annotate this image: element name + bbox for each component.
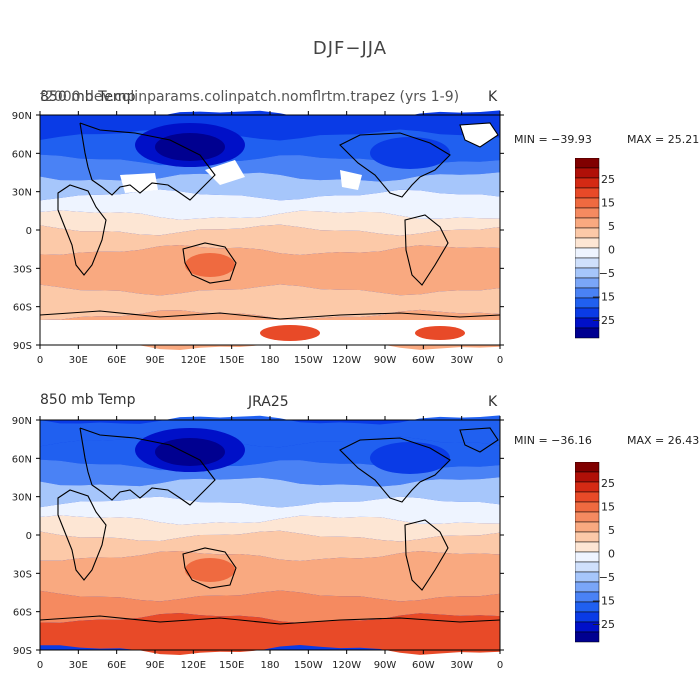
lat-label: 60N: [12, 149, 32, 160]
colorbar-swatch: [575, 177, 600, 189]
colorbar-label: −25: [592, 618, 615, 631]
colorbar: 25 15 5 0 −5 −15 −25: [575, 462, 615, 643]
colorbar-swatch: [575, 551, 600, 563]
colorbar-label: 5: [608, 220, 615, 233]
lat-label: 90N: [12, 111, 32, 122]
map-panel-top: 850 mb Temp f2000.dev.colinparams.colinp…: [0, 85, 700, 385]
panel-left-title: 850 mb Temp: [40, 392, 136, 408]
lat-label: 90S: [13, 646, 32, 657]
lat-label: 0: [26, 226, 32, 237]
colorbar-swatch: [575, 631, 600, 643]
lon-label: 30E: [69, 355, 88, 366]
lon-label: 90W: [374, 355, 397, 366]
lat-label: 30S: [13, 264, 32, 275]
lon-label: 120W: [332, 355, 361, 366]
colorbar-swatch: [575, 531, 600, 543]
lon-label: 60W: [412, 355, 435, 366]
colorbar-label: −15: [592, 595, 615, 608]
colorbar-label: 5: [608, 524, 615, 537]
map-panel-bottom: 850 mb Temp JRA25 K 90N 60N 30N 0 30S 60S 90S 0…: [0, 390, 700, 690]
colorbar-label: −15: [592, 291, 615, 304]
min-label: MIN = −36.16: [514, 434, 592, 447]
lon-label: 150E: [219, 660, 244, 671]
panel-left-title-overlay: f2000.dev.colinparams.colinpatch.nomflrt…: [40, 89, 460, 105]
colorbar-swatch: [575, 277, 600, 289]
lon-label: 180: [260, 660, 279, 671]
lon-label: 150E: [219, 355, 244, 366]
lon-label: 0: [497, 660, 503, 671]
colorbar-swatch: [575, 158, 600, 169]
lon-label: 0: [497, 355, 503, 366]
lon-label: 150W: [294, 355, 323, 366]
lat-label: 60S: [13, 303, 32, 314]
lon-label: 90E: [145, 660, 164, 671]
colorbar-swatch: [575, 481, 600, 493]
figure-title: DJF−JJA: [312, 38, 388, 59]
colorbar-label: 15: [601, 197, 615, 210]
lat-label: 90S: [13, 341, 32, 352]
panel-units: K: [488, 89, 498, 105]
colorbar-swatch: [575, 267, 600, 279]
colorbar-swatch: [575, 327, 600, 339]
colorbar-swatch: [575, 207, 600, 219]
colorbar-swatch: [575, 491, 600, 503]
lat-label: 30S: [13, 569, 32, 580]
lon-label: 30W: [450, 660, 473, 671]
temperature-map: 90N 60N 30N 0 30S 60S 90S 0 30E 60E 90E 120E 150E 180…: [12, 110, 504, 366]
colorbar-swatch: [575, 561, 600, 573]
lon-label: 30W: [450, 355, 473, 366]
colorbar-swatch: [575, 227, 600, 239]
colorbar-swatch: [575, 257, 600, 269]
panel-units: K: [488, 394, 498, 410]
lat-label: 60N: [12, 454, 32, 465]
colorbar-swatch: [575, 571, 600, 583]
lon-label: 60W: [412, 660, 435, 671]
colorbar-label: 25: [601, 173, 615, 186]
panel-left-title: 850 mb Temp: [40, 89, 136, 105]
lon-label: 0: [37, 355, 43, 366]
colorbar: 25 15 5 0 −5 −15 −25: [575, 158, 615, 339]
colorbar-swatch: [575, 217, 600, 229]
lon-label: 90W: [374, 660, 397, 671]
lon-label: 120E: [181, 355, 206, 366]
colorbar-label: 15: [601, 501, 615, 514]
lat-label: 60S: [13, 608, 32, 619]
lat-label: 0: [26, 531, 32, 542]
colorbar-swatch: [575, 247, 600, 259]
colorbar-label: −5: [599, 267, 615, 280]
colorbar-label: −5: [599, 571, 615, 584]
panel-center-title: JRA25: [248, 394, 289, 410]
colorbar-swatch: [575, 237, 600, 249]
lon-label: 120W: [332, 660, 361, 671]
max-label: MAX = 26.43: [627, 434, 700, 447]
colorbar-label: 0: [608, 548, 615, 561]
colorbar-swatch: [575, 511, 600, 523]
colorbar-swatch: [575, 471, 600, 483]
colorbar-swatch: [575, 541, 600, 553]
lon-label: 180: [260, 355, 279, 366]
colorbar-label: 25: [601, 477, 615, 490]
colorbar-swatch: [575, 187, 600, 199]
colorbar-label: −25: [592, 314, 615, 327]
lon-label: 30E: [69, 660, 88, 671]
lon-label: 60E: [107, 660, 126, 671]
colorbar-swatch: [575, 501, 600, 513]
lat-label: 30N: [12, 188, 32, 199]
colorbar-swatch: [575, 521, 600, 533]
lon-label: 90E: [145, 355, 164, 366]
lon-label: 150W: [294, 660, 323, 671]
lat-label: 90N: [12, 416, 32, 427]
temperature-map: 90N 60N 30N 0 30S 60S 90S 0 30E 60E 90E 120E 150E 180…: [12, 415, 504, 671]
lon-label: 60E: [107, 355, 126, 366]
lat-label: 30N: [12, 493, 32, 504]
min-label: MIN = −39.93: [514, 133, 592, 146]
lon-label: 120E: [181, 660, 206, 671]
colorbar-swatch: [575, 581, 600, 593]
max-label: MAX = 25.21: [627, 133, 700, 146]
lon-label: 0: [37, 660, 43, 671]
colorbar-swatch: [575, 167, 600, 179]
colorbar-label: 0: [608, 244, 615, 257]
colorbar-swatch: [575, 462, 600, 473]
colorbar-swatch: [575, 197, 600, 209]
